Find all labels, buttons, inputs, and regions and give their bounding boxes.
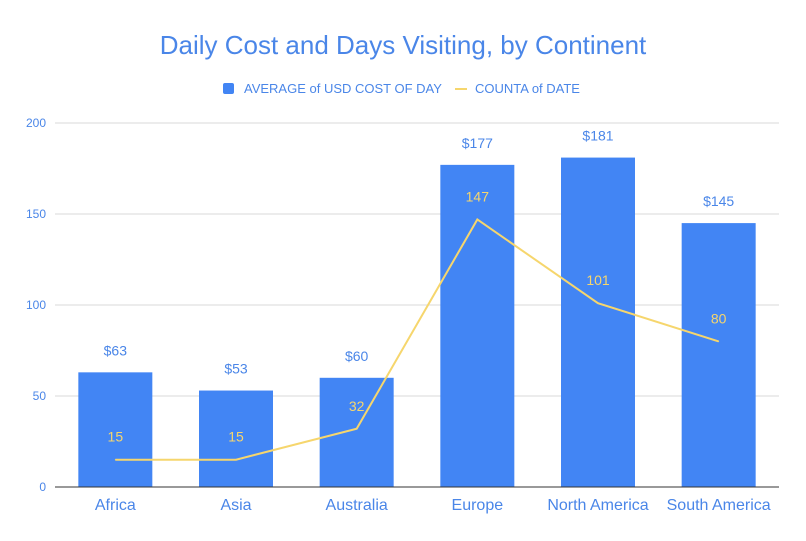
- line-value-label: 15: [108, 429, 124, 445]
- x-category-label: Europe: [452, 497, 504, 514]
- bar-value-label: $63: [104, 342, 128, 358]
- chart-title: Daily Cost and Days Visiting, by Contine…: [160, 30, 647, 60]
- bar-value-label: $60: [345, 348, 369, 364]
- bar-value-label: $145: [703, 193, 734, 209]
- line-series: [114, 218, 720, 461]
- line-point: [718, 340, 720, 342]
- y-tick-label: 50: [33, 389, 47, 403]
- data-labels: $63 $53 $60 $177 $181 $145 15 15 32 147 101 80: [104, 128, 735, 445]
- line-value-label: 101: [586, 272, 610, 288]
- bar-series: [78, 157, 756, 488]
- line-point: [356, 428, 358, 430]
- line-value-label: 15: [228, 429, 244, 445]
- line-path: [115, 218, 719, 461]
- bar-value-label: $181: [582, 128, 613, 144]
- axes: 0 50 100 150 200 Africa Asia Australia Europe Nor…: [26, 116, 779, 514]
- bar: [319, 377, 394, 487]
- line-point: [476, 218, 478, 220]
- bar: [440, 164, 515, 488]
- x-category-label: South America: [667, 497, 771, 514]
- bar-value-label: $177: [462, 135, 493, 151]
- legend-label-line: COUNTA of DATE: [475, 81, 580, 96]
- line-point: [114, 459, 116, 461]
- y-tick-label: 0: [39, 480, 46, 494]
- line-point: [235, 459, 237, 461]
- y-tick-label: 150: [26, 207, 46, 221]
- x-category-label: Australia: [326, 497, 388, 514]
- bar: [681, 223, 756, 487]
- y-tick-label: 100: [26, 298, 46, 312]
- gridlines: [55, 122, 779, 397]
- bar: [561, 157, 635, 487]
- x-category-label: Africa: [95, 497, 136, 514]
- x-category-label: Asia: [220, 497, 251, 514]
- legend-swatch-bar: [223, 83, 234, 94]
- bar-value-label: $53: [224, 361, 248, 377]
- line-value-label: 80: [711, 310, 727, 326]
- y-tick-label: 200: [26, 116, 46, 130]
- x-category-label: North America: [547, 497, 648, 514]
- bar: [78, 372, 153, 487]
- line-point: [597, 302, 599, 304]
- bar: [199, 390, 273, 487]
- line-value-label: 147: [466, 188, 490, 204]
- legend-label-bar: AVERAGE of USD COST OF DAY: [244, 81, 442, 96]
- line-value-label: 32: [349, 398, 365, 414]
- legend: AVERAGE of USD COST OF DAY COUNTA of DATE: [223, 81, 580, 96]
